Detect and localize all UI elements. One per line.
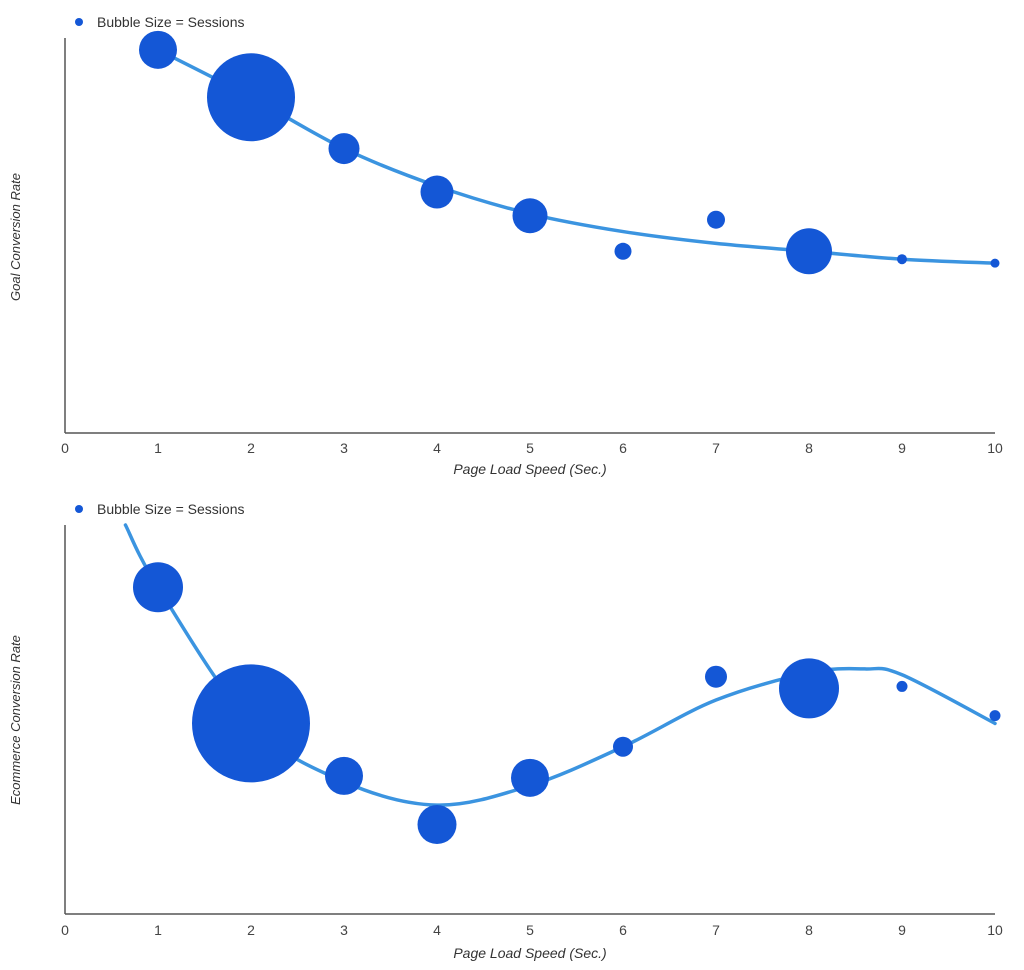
bubble-point-9	[897, 254, 907, 265]
x-tick-label: 8	[805, 440, 813, 456]
x-tick-label: 6	[619, 922, 627, 938]
bubble-point-5	[511, 758, 549, 797]
bubble-point-9	[896, 680, 908, 692]
x-tick-label: 4	[433, 922, 441, 938]
x-tick-label: 1	[154, 922, 162, 938]
legend-label: Bubble Size = Sessions	[97, 14, 244, 30]
x-tick-label: 5	[526, 922, 534, 938]
legend-label: Bubble Size = Sessions	[97, 501, 244, 517]
goal-conversion-chart: Bubble Size = Sessions 0 1 2 3 4 5 6 7 8 9 10 Page…	[8, 14, 1003, 477]
x-tick-label: 3	[340, 440, 348, 456]
bubble-point-3	[325, 756, 363, 795]
bubble-point-10	[989, 710, 1001, 722]
bubble-point-4	[417, 805, 457, 845]
x-tick-label: 10	[987, 922, 1003, 938]
x-tick-label: 3	[340, 922, 348, 938]
bubble-point-1	[133, 562, 183, 613]
x-tick-label: 9	[898, 440, 906, 456]
y-axis-title: Goal Conversion Rate	[8, 173, 23, 301]
x-tick-label: 7	[712, 922, 720, 938]
x-tick-label: 2	[247, 440, 255, 456]
x-tick-label: 4	[433, 440, 441, 456]
bubble-point-2	[192, 664, 310, 783]
x-tick-label: 0	[61, 922, 69, 938]
legend-marker	[75, 18, 83, 26]
x-tick-label: 0	[61, 440, 69, 456]
bubble-point-6	[614, 242, 632, 260]
bubble-point-1	[139, 30, 177, 69]
x-tick-label: 1	[154, 440, 162, 456]
x-tick-label: 6	[619, 440, 627, 456]
y-axis-title: Ecommerce Conversion Rate	[8, 635, 23, 805]
ecommerce-conversion-chart: Bubble Size = Sessions 0 1 2 3 4 5 6 7 8 9 10 Page…	[8, 501, 1003, 961]
bubble-point-10	[990, 258, 1000, 268]
x-tick-label: 10	[987, 440, 1003, 456]
x-axis-title: Page Load Speed (Sec.)	[453, 945, 606, 961]
x-tick-label: 5	[526, 440, 534, 456]
x-axis-title: Page Load Speed (Sec.)	[453, 461, 606, 477]
x-tick-label: 8	[805, 922, 813, 938]
legend-marker	[75, 505, 83, 513]
bubble-point-8	[786, 228, 832, 275]
bubble-point-7	[707, 210, 725, 229]
bubble-point-7	[705, 665, 727, 688]
bubble-point-2	[207, 53, 295, 142]
bubble-point-5	[512, 198, 548, 234]
bubble-point-8	[779, 658, 839, 719]
x-tick-label: 9	[898, 922, 906, 938]
x-tick-label: 7	[712, 440, 720, 456]
bubble-point-4	[420, 175, 454, 209]
bubble-point-6	[613, 736, 633, 757]
bubble-point-3	[328, 133, 360, 165]
x-tick-label: 2	[247, 922, 255, 938]
